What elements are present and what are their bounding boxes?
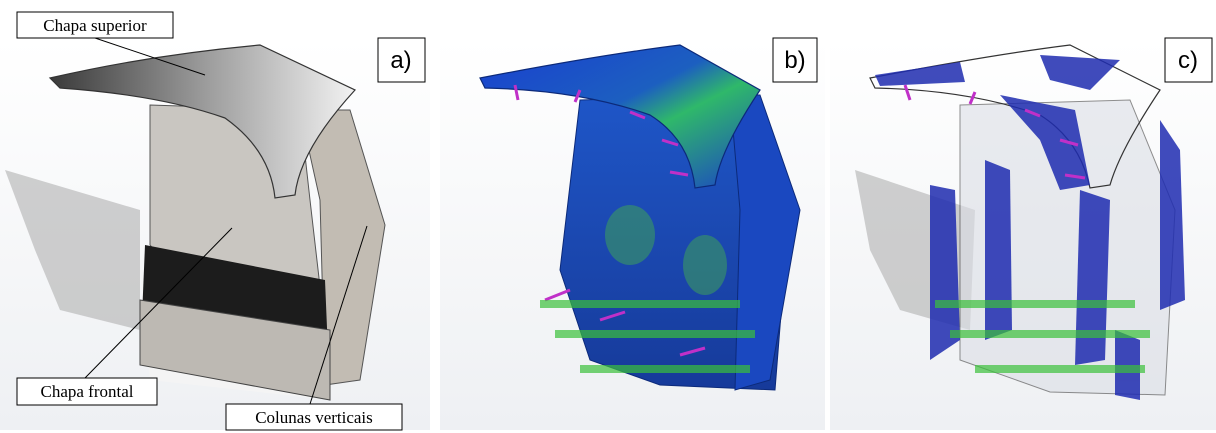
panel-label: b)	[773, 38, 817, 82]
panel-label-text: b)	[784, 47, 805, 74]
figure: Chapa superior Chapa frontal Colunas ver…	[0, 0, 1216, 433]
annotation: Chapa superior	[17, 12, 173, 38]
panel-label: a)	[378, 38, 425, 82]
annotation: Chapa frontal	[17, 378, 157, 405]
panel-label-text: a)	[390, 47, 411, 74]
annotation-text: Colunas verticais	[255, 408, 373, 427]
annotation-text: Chapa superior	[43, 16, 147, 35]
panel-label: c)	[1165, 38, 1212, 82]
panel-label-text: c)	[1178, 47, 1198, 74]
annotation-text: Chapa frontal	[41, 382, 134, 401]
annotation: Colunas verticais	[226, 404, 402, 430]
